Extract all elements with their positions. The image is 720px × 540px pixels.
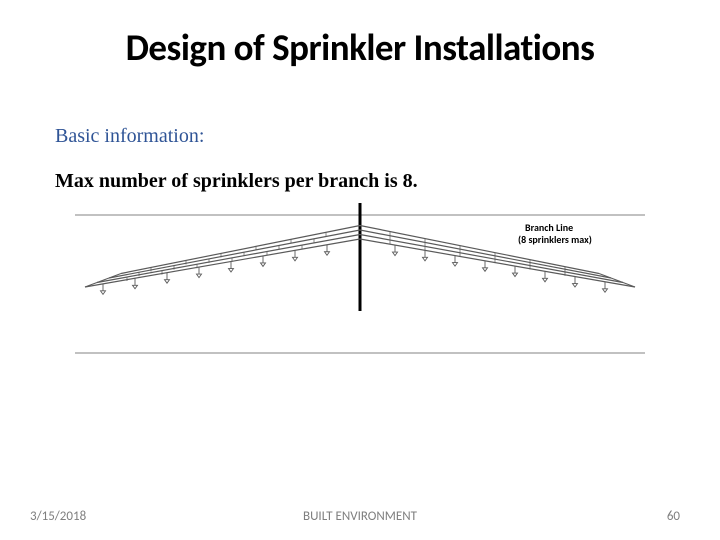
sprinkler-diagram: Branch Line (8 sprinklers max): [75, 203, 645, 363]
footer-center: BUILT ENVIRONMENT: [303, 509, 417, 524]
diagram-container: Branch Line (8 sprinklers max): [55, 203, 665, 363]
body-text: Max number of sprinklers per branch is 8…: [55, 170, 665, 193]
footer-page: 60: [667, 509, 680, 524]
annotation-line2: (8 sprinklers max): [518, 233, 592, 246]
slide: Design of Sprinkler Installations Basic …: [0, 0, 720, 540]
subheading: Basic information:: [55, 125, 665, 148]
footer-date: 3/15/2018: [30, 509, 86, 524]
footer: 3/15/2018 BUILT ENVIRONMENT 60: [0, 509, 720, 524]
slide-title: Design of Sprinkler Installations: [55, 25, 665, 70]
